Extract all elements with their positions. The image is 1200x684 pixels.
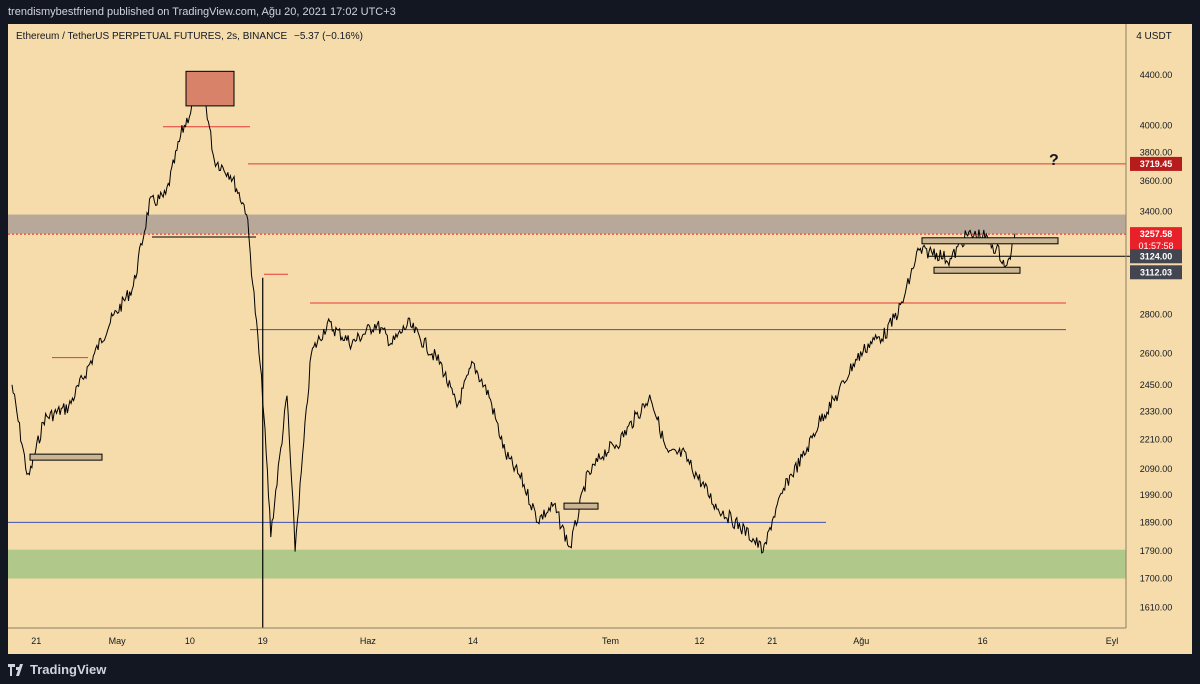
x-tick-label: 21 (767, 636, 777, 646)
consolidation-box-0 (29, 453, 103, 461)
consolidation-box-2 (921, 237, 1059, 245)
price-chart[interactable]: 4400.00 4000.00 3800.00 3600.00 3400.00 3124.… (8, 24, 1192, 654)
unit-label: 4 USDT (1136, 31, 1172, 42)
chart-frame[interactable]: 4400.00 4000.00 3800.00 3600.00 3400.00 3124.… (8, 24, 1192, 654)
publisher-header: trendismybestfriend published on Trading… (0, 0, 1200, 24)
y-tick-label: 3600.00 (1140, 176, 1173, 186)
tradingview-brand-text: TradingView (30, 662, 107, 677)
y-tick-label: 4000.00 (1140, 120, 1173, 130)
resistance-zone (8, 214, 1126, 234)
x-tick-label: 12 (694, 636, 704, 646)
price-badge: 3719.45 (1130, 156, 1182, 171)
x-tick-label: 21 (31, 636, 41, 646)
price-badge-text: 3257.58 (1140, 229, 1173, 239)
y-tick-label: 2090.00 (1140, 464, 1173, 474)
x-tick-label: 19 (258, 636, 268, 646)
chart-change: −5.37 (−0.16%) (294, 31, 363, 42)
price-badge-text: 3719.45 (1140, 159, 1173, 169)
y-tick-label: 1790.00 (1140, 546, 1173, 556)
peak-box (185, 70, 235, 107)
y-tick-label: 2210.00 (1140, 435, 1173, 445)
x-tick-label: May (109, 636, 127, 646)
y-tick-label: 2330.00 (1140, 407, 1173, 417)
footer: TradingView (0, 654, 1200, 684)
tradingview-logo[interactable]: TradingView (8, 662, 106, 677)
y-tick-label: 1890.00 (1140, 517, 1173, 527)
demand-zone (8, 549, 1126, 579)
price-badge-bg (1130, 227, 1182, 254)
x-tick-label: 14 (468, 636, 478, 646)
y-tick-label: 3400.00 (1140, 206, 1173, 216)
x-tick-label: 10 (185, 636, 195, 646)
publisher-text: trendismybestfriend published on Trading… (8, 6, 396, 18)
consolidation-box-3 (933, 266, 1021, 274)
y-tick-label: 2600.00 (1140, 349, 1173, 359)
price-badge-bg (1130, 156, 1182, 171)
question-annotation: ? (1049, 152, 1059, 169)
level-badge: 3112.03 (1130, 265, 1182, 280)
x-tick-label: Tem (602, 636, 619, 646)
tradingview-logo-icon (8, 663, 23, 676)
chart-background (8, 24, 1192, 654)
y-tick-label: 3800.00 (1140, 148, 1173, 158)
level-badge: 3124.00 (1130, 249, 1182, 264)
price-badge: 3257.58 01:57:58 (1130, 227, 1182, 254)
x-tick-label: Haz (360, 636, 377, 646)
y-tick-label: 2800.00 (1140, 309, 1173, 319)
y-tick-label: 1990.00 (1140, 490, 1173, 500)
y-tick-label: 2450.00 (1140, 380, 1173, 390)
x-tick-label: 16 (978, 636, 988, 646)
level-badge-bg (1130, 249, 1182, 264)
level-badge-bg (1130, 265, 1182, 280)
y-tick-label: 4400.00 (1140, 70, 1173, 80)
y-tick-label: 1610.00 (1140, 602, 1173, 612)
price-series-line (11, 85, 1016, 554)
countdown-text: 01:57:58 (1138, 241, 1173, 251)
y-tick-label: 1700.00 (1140, 573, 1173, 583)
x-tick-label: Ağu (853, 636, 869, 646)
x-tick-label: Eyl (1106, 636, 1119, 646)
chart-title: Ethereum / TetherUS PERPETUAL FUTURES, 2… (16, 31, 363, 42)
level-badge-text: 3124.00 (1140, 251, 1173, 261)
chart-title-text: Ethereum / TetherUS PERPETUAL FUTURES, 2… (16, 31, 288, 42)
consolidation-box-1 (563, 502, 599, 510)
level-badge-text: 3112.03 (1140, 267, 1172, 277)
